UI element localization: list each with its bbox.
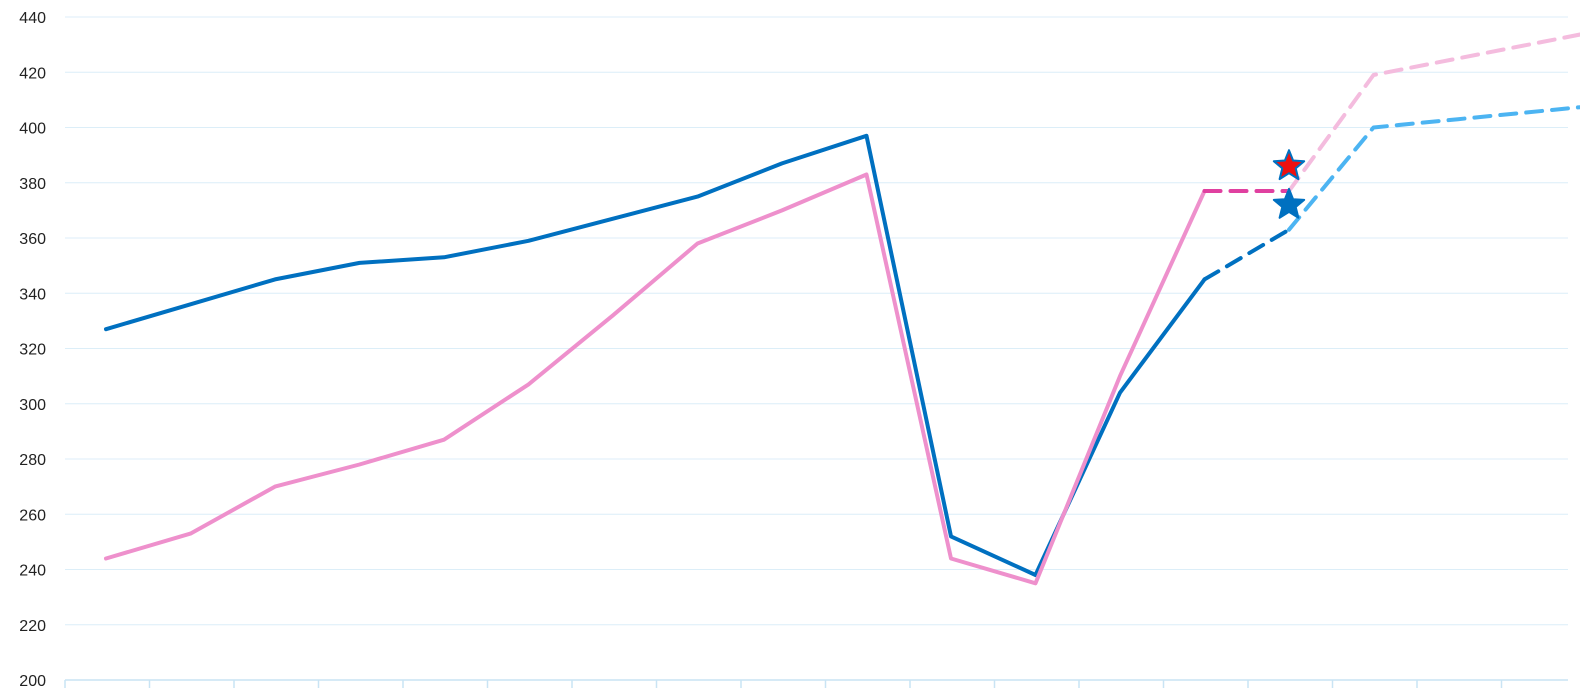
star-marker-2 [1272,187,1306,219]
y-tick-label: 400 [19,121,46,138]
y-tick-label: 440 [19,10,46,27]
series-line-4 [104,172,1207,586]
gridlines [65,16,1568,626]
y-tick-label: 320 [19,342,46,359]
y-tick-label: 340 [19,286,46,303]
y-tick-label: 220 [19,618,46,635]
series-line-3 [1287,105,1580,232]
y-tick-label: 420 [19,65,46,82]
series-lines [104,32,1580,586]
y-tick-label: 200 [19,673,46,690]
y-tick-label: 300 [19,397,46,414]
x-axis [64,679,1568,688]
y-tick-label: 260 [19,507,46,524]
star-marker-1 [1272,149,1306,181]
series-line-2 [1202,227,1291,282]
y-tick-label: 380 [19,176,46,193]
y-tick-label: 280 [19,452,46,469]
y-axis-tick-labels: 440 420 400 380 360 340 320 300 280 260 240 220 200 [19,10,46,690]
y-tick-label: 360 [19,231,46,248]
series-line-1 [104,133,1207,577]
y-tick-label: 240 [19,563,46,580]
series-line-6 [1287,32,1580,193]
star-markers [1272,149,1306,219]
